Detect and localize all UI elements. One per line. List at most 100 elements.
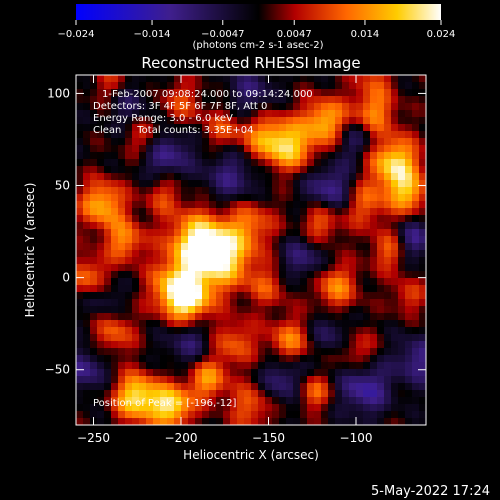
heatmap-cell (195, 306, 203, 314)
heatmap-cell (300, 285, 308, 293)
heatmap-cell (419, 327, 426, 335)
heatmap-cell (181, 411, 189, 419)
heatmap-cell (167, 299, 175, 307)
heatmap-cell (363, 89, 371, 97)
heatmap-cell (405, 208, 413, 216)
heatmap-cell (321, 278, 329, 286)
heatmap-cell (370, 306, 378, 314)
heatmap-cell (76, 299, 84, 307)
heatmap-cell (349, 383, 357, 391)
heatmap-cell (132, 82, 140, 90)
heatmap-cell (293, 117, 301, 125)
x-tick-label: −150 (252, 431, 285, 445)
heatmap-cell (195, 376, 203, 384)
heatmap-cell (398, 166, 406, 174)
heatmap-cell (195, 110, 203, 118)
heatmap-cell (251, 124, 259, 132)
heatmap-cell (104, 341, 112, 349)
heatmap-cell (391, 418, 399, 425)
heatmap-cell (174, 278, 182, 286)
heatmap-cell (356, 320, 364, 328)
heatmap-cell (349, 180, 357, 188)
heatmap-cell (251, 215, 259, 223)
heatmap-cell (398, 383, 406, 391)
heatmap-cell (97, 82, 105, 90)
heatmap-cell (265, 229, 273, 237)
heatmap-cell (251, 390, 259, 398)
heatmap-cell (265, 194, 273, 202)
heatmap-cell (97, 243, 105, 251)
heatmap-cell (139, 159, 147, 167)
heatmap-cell (335, 236, 343, 244)
heatmap-cell (97, 257, 105, 265)
heatmap-cell (349, 145, 357, 153)
heatmap-cell (321, 138, 329, 146)
heatmap-cell (384, 89, 392, 97)
heatmap-cell (237, 152, 245, 160)
heatmap-cell (279, 138, 287, 146)
heatmap-cell (118, 75, 126, 83)
heatmap-cell (188, 138, 196, 146)
heatmap-cell (314, 362, 322, 370)
heatmap-cell (258, 278, 266, 286)
heatmap-cell (293, 236, 301, 244)
heatmap-cell (391, 110, 399, 118)
heatmap-cell (398, 173, 406, 181)
heatmap-cell (174, 96, 182, 104)
heatmap-cell (202, 257, 210, 265)
heatmap-cell (405, 411, 413, 419)
heatmap-cell (153, 145, 161, 153)
heatmap-cell (230, 236, 238, 244)
heatmap-cell (216, 173, 224, 181)
heatmap-cell (251, 313, 259, 321)
heatmap-cell (202, 383, 210, 391)
heatmap-cell (251, 194, 259, 202)
heatmap-cell (377, 138, 385, 146)
heatmap-cell (370, 341, 378, 349)
heatmap-cell (328, 89, 336, 97)
heatmap-cell (188, 264, 196, 272)
heatmap-cell (132, 208, 140, 216)
heatmap-cell (174, 243, 182, 251)
heatmap-cell (335, 278, 343, 286)
heatmap-cell (342, 110, 350, 118)
heatmap-cell (202, 306, 210, 314)
heatmap-cell (216, 341, 224, 349)
heatmap-cell (118, 152, 126, 160)
heatmap-cell (146, 264, 154, 272)
heatmap-cell (321, 152, 329, 160)
heatmap-cell (83, 117, 91, 125)
heatmap-cell (363, 404, 371, 412)
heatmap-cell (153, 159, 161, 167)
heatmap-cell (195, 299, 203, 307)
heatmap-cell (419, 222, 426, 230)
heatmap-cell (300, 145, 308, 153)
heatmap-cell (237, 250, 245, 258)
heatmap-cell (195, 75, 203, 83)
heatmap-cell (286, 313, 294, 321)
heatmap-cell (174, 313, 182, 321)
heatmap-cell (272, 222, 280, 230)
heatmap-cell (307, 278, 315, 286)
heatmap-cell (97, 313, 105, 321)
heatmap-cell (90, 124, 98, 132)
heatmap-cell (244, 397, 252, 405)
heatmap-cell (160, 89, 168, 97)
heatmap-cell (356, 173, 364, 181)
heatmap-cell (125, 418, 133, 425)
heatmap-cell (363, 138, 371, 146)
heatmap-cell (300, 341, 308, 349)
heatmap-cell (230, 103, 238, 111)
heatmap-cell (167, 376, 175, 384)
heatmap-cell (118, 187, 126, 195)
heatmap-cell (307, 96, 315, 104)
heatmap-cell (76, 96, 84, 104)
heatmap-cell (258, 397, 266, 405)
heatmap-cell (202, 166, 210, 174)
heatmap-cell (384, 75, 392, 83)
heatmap-cell (139, 82, 147, 90)
heatmap-cell (307, 397, 315, 405)
heatmap-cell (90, 397, 98, 405)
heatmap-cell (335, 145, 343, 153)
heatmap-cell (230, 131, 238, 139)
